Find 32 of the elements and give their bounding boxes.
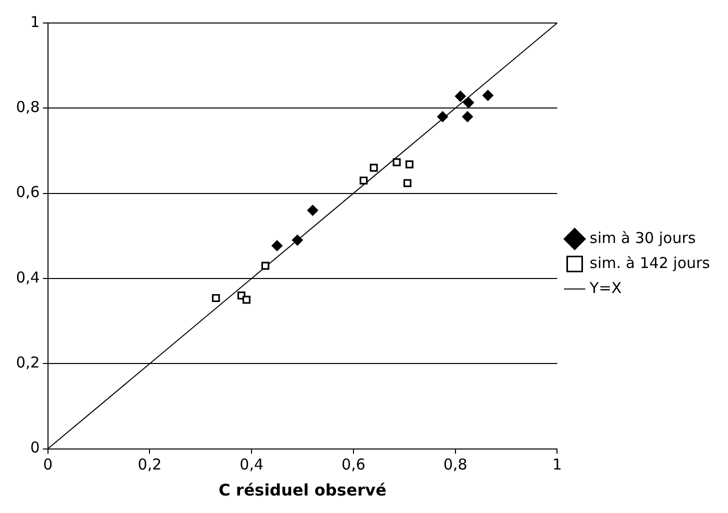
y-tick-label: 1 [30, 12, 40, 31]
point [370, 164, 378, 172]
legend-label: sim à 30 jours [590, 228, 696, 247]
point [462, 111, 474, 122]
point [454, 90, 466, 102]
point [292, 234, 303, 246]
point [392, 158, 401, 166]
point [307, 204, 318, 216]
y-tick-label: 0 [30, 438, 40, 457]
point [463, 97, 474, 108]
y-tick-label: 0,6 [16, 183, 40, 202]
point [360, 176, 368, 185]
point [403, 179, 412, 188]
legend-label: Y=X [588, 278, 622, 297]
point [272, 240, 283, 252]
y-tick-label: 0,8 [16, 98, 40, 116]
point [405, 160, 414, 168]
x-axis-title: C résiduel observé [218, 480, 387, 500]
x-tick-label: 1 [552, 456, 562, 474]
y-tick-label: 0,4 [16, 268, 40, 286]
legend-label: sim. à 142 jours [590, 254, 710, 272]
x-tick-label: 0,6 [342, 456, 366, 474]
point [437, 111, 448, 122]
x-tick-label: 0,4 [240, 456, 264, 474]
point [482, 90, 494, 101]
x-tick-label: 0,2 [138, 456, 162, 474]
point [242, 296, 250, 304]
x-tick-label: 0 [43, 456, 53, 474]
x-tick-label: 0,8 [443, 456, 468, 474]
y-tick-label: 0,2 [16, 354, 40, 372]
point [212, 294, 220, 302]
point [261, 262, 270, 270]
